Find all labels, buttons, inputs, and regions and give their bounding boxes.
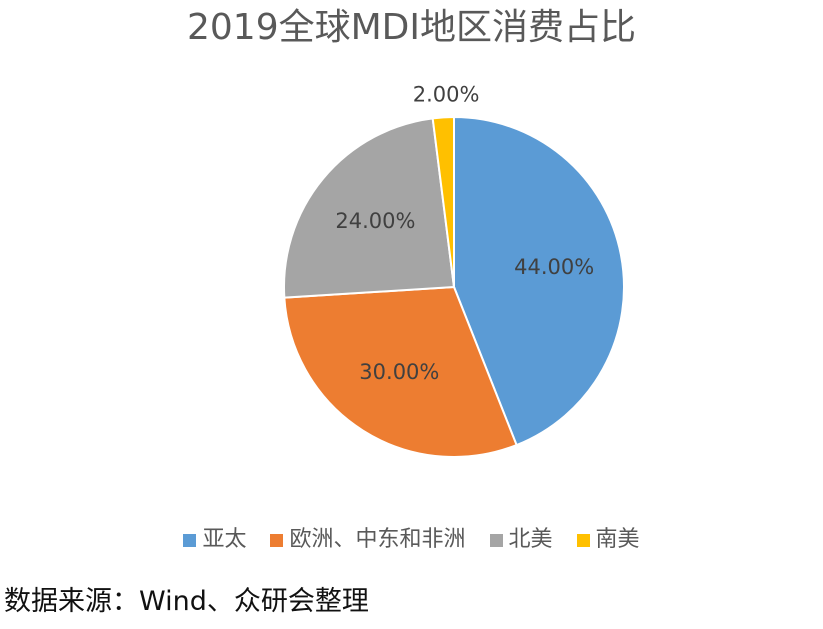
source-note: 数据来源：Wind、众研会整理 bbox=[4, 586, 369, 617]
legend-item-asia-pacific: 亚太 bbox=[183, 522, 246, 558]
pie-slice-asia-pacific bbox=[453, 115, 625, 447]
legend-swatch bbox=[183, 533, 197, 547]
legend-swatch bbox=[270, 533, 284, 547]
data-label-north-america: 24.00% bbox=[335, 209, 415, 233]
pie-slice-north-america bbox=[283, 117, 456, 299]
data-label-emea: 30.00% bbox=[359, 360, 439, 384]
legend-label: 欧洲、中东和非洲 bbox=[289, 527, 466, 552]
legend-swatch bbox=[576, 533, 590, 547]
legend-label: 南美 bbox=[595, 527, 640, 552]
legend-label: 亚太 bbox=[202, 527, 247, 552]
legend-item-south-america: 南美 bbox=[576, 522, 640, 558]
legend: 亚太 欧洲、中东和非洲 北美 南美 bbox=[0, 522, 823, 558]
legend-item-north-america: 北美 bbox=[489, 522, 553, 558]
legend-swatch bbox=[489, 533, 503, 547]
legend-item-emea: 欧洲、中东和非洲 bbox=[270, 522, 466, 558]
pie-slice-south-america bbox=[431, 115, 455, 288]
data-label-asia-pacific: 44.00% bbox=[514, 255, 594, 279]
data-label-south-america: 2.00% bbox=[413, 82, 480, 106]
pie-slice-emea bbox=[283, 285, 518, 458]
chart-title: 2019全球MDI地区消费占比 bbox=[186, 7, 637, 48]
legend-label: 北美 bbox=[508, 527, 553, 552]
